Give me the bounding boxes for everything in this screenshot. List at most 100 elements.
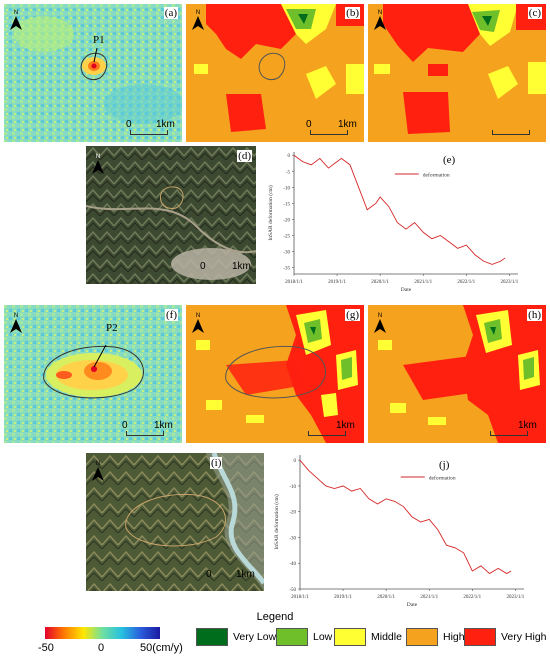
north-arrow-icon: N: [192, 10, 204, 30]
y-tick-label: -25: [283, 234, 290, 239]
scale-bar: [310, 130, 348, 135]
y-tick-label: -30: [289, 536, 296, 541]
colorbar-max: 50(cm/y): [140, 642, 183, 654]
y-tick-label: -30: [283, 251, 290, 256]
x-tick-label: 2018/1/1: [285, 280, 303, 285]
y-tick-label: -15: [283, 202, 290, 207]
scale-start: 0: [306, 119, 312, 130]
x-tick-label: 2021/1/1: [420, 595, 438, 600]
point-label-p1: P1: [93, 34, 105, 46]
x-tick-label: 2018/1/1: [291, 595, 309, 600]
class-map-c: [368, 4, 546, 142]
swatch-very-low: [196, 628, 228, 646]
x-tick-label: 2023/1/1: [506, 595, 524, 600]
x-tick-label: 2022/1/1: [463, 595, 481, 600]
x-axis-title: Date: [407, 602, 418, 608]
scale-bar: [308, 431, 346, 436]
scale-start: 0: [206, 569, 212, 580]
panel-label-h: (h): [527, 309, 542, 321]
x-tick-label: 2021/1/1: [414, 280, 432, 285]
colorbar-min: -50: [38, 642, 54, 654]
x-tick-label: 2020/1/1: [377, 595, 395, 600]
y-tick-label: -50: [289, 588, 296, 593]
class-map-b: [186, 4, 364, 142]
panel-h-susceptibility-map: (h) N 1km: [368, 305, 546, 443]
legend-label: deformation: [423, 172, 450, 179]
deformation-series-line: [293, 154, 506, 265]
x-tick-label: 2022/1/1: [457, 280, 475, 285]
panel-f-velocity-map: (f) P2 N 0 1km: [4, 305, 182, 443]
north-arrow-icon: N: [192, 313, 204, 333]
scale-end: 1km: [338, 119, 357, 130]
y-tick-label: 0: [294, 459, 297, 464]
class-map-g: [186, 305, 364, 443]
panel-label-i: (i): [210, 457, 223, 469]
class-label: High: [443, 631, 465, 643]
swatch-low: [276, 628, 308, 646]
panel-g-susceptibility-map: (g) N 1km: [186, 305, 364, 443]
panel-label-c: (c): [527, 7, 542, 19]
y-tick-label: -40: [289, 562, 296, 567]
scale-end: 1km: [154, 420, 173, 431]
x-tick-label: 2019/1/1: [328, 280, 346, 285]
scale-start: 0: [126, 119, 132, 130]
point-label-p2: P2: [106, 322, 118, 334]
scale-end: 1km: [232, 261, 251, 272]
legend-class-high: High: [406, 628, 465, 646]
x-axis-title: Date: [401, 287, 412, 293]
panel-c-susceptibility-map: (c) N: [368, 4, 546, 142]
panel-a-velocity-map: (a) P1 N 0 1km: [4, 4, 182, 142]
velocity-map-a: [4, 4, 182, 142]
class-map-h: [368, 305, 546, 443]
legend-class-very-high: Very High: [464, 628, 547, 646]
legend-label: deformation: [429, 475, 456, 482]
velocity-map-f: [4, 305, 182, 443]
north-arrow-icon: N: [374, 313, 386, 333]
scale-end: 1km: [336, 420, 355, 431]
panel-i-satellite-image: (i) N 0 1km: [86, 453, 264, 591]
scale-bar: [130, 130, 168, 135]
north-arrow-icon: N: [92, 154, 104, 174]
scale-start: 0: [200, 261, 206, 272]
north-arrow-icon: N: [10, 313, 22, 333]
deformation-series-line: [299, 459, 512, 575]
deformation-chart-j: 0 -10 -20 -30 -40 -50 2018/1/1 2019/1/1 2020/1/1…: [273, 455, 525, 608]
y-axis-title: InSAR deformation (cm): [267, 185, 274, 240]
swatch-high: [406, 628, 438, 646]
class-label: Very High: [501, 631, 547, 643]
class-label: Low: [313, 631, 333, 643]
legend-class-very-low: Very Low: [196, 628, 276, 646]
y-tick-label: -10: [289, 485, 296, 490]
panel-b-susceptibility-map: (b) N 0 1km: [186, 4, 364, 142]
north-arrow-icon: N: [10, 10, 22, 30]
panel-label-f: (f): [165, 309, 178, 321]
scale-start: 0: [122, 420, 128, 431]
north-arrow-icon: N: [92, 461, 104, 481]
legend-class-low: Low: [276, 628, 332, 646]
y-tick-label: 0: [288, 154, 291, 159]
scale-bar: [490, 431, 528, 436]
class-label: Middle: [371, 631, 402, 643]
panel-j-deformation-chart: 0 -10 -20 -30 -40 -50 2018/1/1 2019/1/1 2020/1/1…: [266, 449, 550, 615]
swatch-middle: [334, 628, 366, 646]
legend-title: Legend: [256, 611, 294, 623]
satellite-image-d: [86, 146, 256, 284]
deformation-chart-e: 0 -5 -10 -15 -20 -25 -30 -35 2018/1/1 2019/1/1 202…: [267, 152, 519, 293]
y-tick-label: -5: [286, 170, 291, 175]
swatch-very-high: [464, 628, 496, 646]
panel-label-a: (a): [163, 7, 178, 19]
y-axis-title: InSAR deformation (cm): [273, 494, 280, 549]
velocity-colorbar: [45, 627, 160, 639]
x-tick-label: 2019/1/1: [334, 595, 352, 600]
scale-end: 1km: [236, 569, 255, 580]
class-label: Very Low: [233, 631, 277, 643]
x-tick-label: 2023/1/1: [500, 280, 518, 285]
scale-bar: [492, 130, 530, 135]
scale-end: 1km: [156, 119, 175, 130]
x-tick-label: 2020/1/1: [371, 280, 389, 285]
colorbar-mid: 0: [98, 642, 105, 654]
y-tick-label: -35: [283, 267, 290, 272]
scale-bar: [126, 431, 164, 436]
scale-end: 1km: [518, 420, 537, 431]
panel-e-deformation-chart: 0 -5 -10 -15 -20 -25 -30 -35 2018/1/1 2019/1/1 202…: [260, 146, 550, 302]
